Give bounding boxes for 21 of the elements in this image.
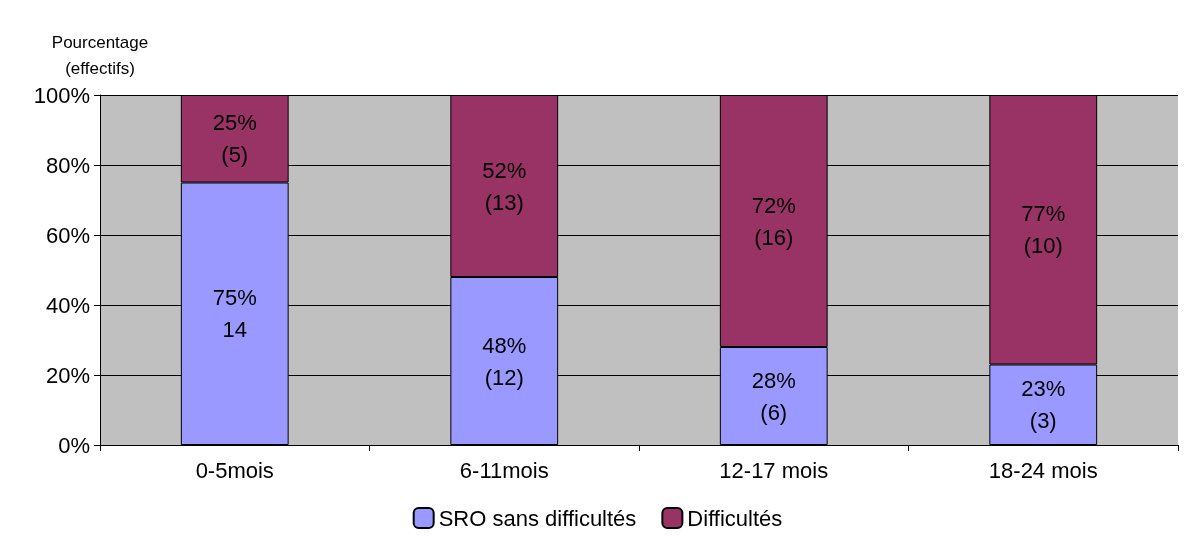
- legend-label: Difficultés: [687, 505, 783, 531]
- y-tick-label: 80%: [45, 152, 90, 178]
- y-axis-title: Pourcentage (effectifs): [51, 32, 149, 78]
- data-label: 25% (5): [212, 110, 257, 168]
- y-tick-label: 100%: [33, 82, 90, 108]
- y-tick-label: 20%: [45, 362, 90, 388]
- y-tick-label: 40%: [45, 292, 90, 318]
- legend-label: SRO sans difficultés: [438, 505, 637, 531]
- y-tick-label: 60%: [45, 222, 90, 248]
- x-tick-label: 6-11mois: [459, 457, 549, 483]
- y-tick-label: 0%: [58, 432, 90, 458]
- data-label: 28% (6): [751, 367, 796, 425]
- data-label: 77% (10): [1021, 201, 1066, 259]
- x-tick-label: 0-5mois: [195, 457, 274, 483]
- x-tick-label: 18-24 mois: [988, 457, 1098, 483]
- data-label: 52% (13): [482, 157, 527, 215]
- data-label: 23% (3): [1021, 376, 1066, 434]
- data-label: 72% (16): [751, 192, 796, 250]
- data-label: 75% 14: [212, 285, 257, 343]
- x-tick-label: 12-17 mois: [719, 457, 829, 483]
- data-label: 48% (12): [482, 332, 527, 390]
